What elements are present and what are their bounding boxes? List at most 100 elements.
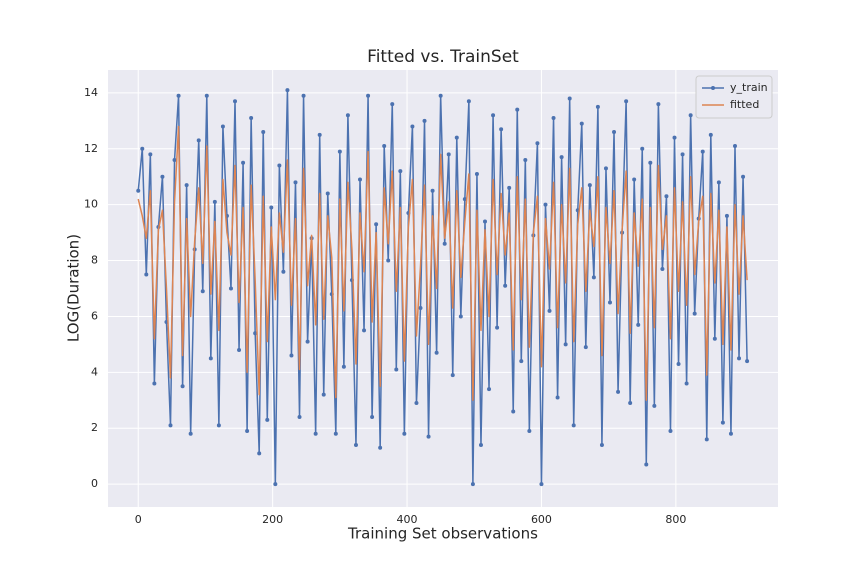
- y-tick-label: 4: [91, 365, 98, 378]
- data-point: [527, 429, 532, 433]
- data-point: [668, 429, 673, 433]
- data-point: [587, 183, 592, 188]
- data-point: [567, 96, 572, 101]
- data-point: [184, 183, 189, 188]
- y-tick-label: 6: [91, 309, 98, 322]
- data-point: [491, 113, 496, 118]
- data-point: [483, 219, 488, 224]
- data-point: [366, 93, 371, 98]
- data-point: [692, 311, 697, 316]
- data-point: [301, 93, 306, 98]
- x-tick-label: 0: [135, 513, 142, 526]
- data-point: [321, 392, 326, 397]
- data-point: [732, 144, 737, 148]
- y-tick-label: 0: [91, 477, 98, 490]
- data-point: [700, 149, 705, 154]
- data-point: [716, 180, 721, 185]
- data-point: [249, 116, 254, 121]
- data-point: [353, 442, 358, 447]
- data-point: [720, 420, 725, 425]
- data-point: [478, 442, 483, 447]
- data-point: [737, 356, 742, 361]
- data-point: [466, 99, 471, 104]
- series-group: [136, 88, 750, 487]
- data-point: [333, 431, 338, 436]
- y-tick-label: 14: [84, 86, 98, 99]
- legend-marker: [711, 86, 715, 90]
- data-point: [325, 191, 330, 196]
- series-line: [137, 89, 748, 485]
- data-point: [543, 202, 548, 207]
- data-point: [644, 462, 649, 467]
- data-point: [233, 99, 238, 104]
- x-tick-label: 400: [397, 513, 418, 526]
- data-point: [245, 429, 250, 433]
- data-point: [454, 135, 459, 140]
- legend-label: y_train: [730, 81, 768, 94]
- data-point: [273, 482, 278, 487]
- data-point: [563, 342, 568, 347]
- data-point: [632, 177, 637, 182]
- data-point: [136, 188, 141, 193]
- data-point: [507, 185, 512, 190]
- data-point: [515, 107, 520, 112]
- y-tick-label: 8: [91, 254, 98, 267]
- data-point: [591, 275, 596, 280]
- data-point: [539, 482, 544, 487]
- data-point: [434, 350, 439, 355]
- data-point: [616, 389, 621, 394]
- data-point: [660, 266, 665, 271]
- data-point: [216, 423, 221, 428]
- data-point: [289, 353, 294, 358]
- data-point: [394, 367, 399, 372]
- data-point: [442, 241, 447, 246]
- data-point: [607, 300, 612, 305]
- data-point: [664, 194, 669, 199]
- data-point: [745, 359, 750, 364]
- data-point: [430, 188, 435, 193]
- data-point: [684, 381, 689, 386]
- x-tick-label: 200: [262, 513, 283, 526]
- data-point: [708, 132, 713, 137]
- data-point: [148, 152, 153, 157]
- data-point: [220, 124, 225, 129]
- data-point: [341, 364, 346, 369]
- data-point: [204, 93, 209, 98]
- data-point: [152, 381, 157, 386]
- data-point: [180, 384, 185, 389]
- data-point: [337, 149, 342, 154]
- legend-box: [695, 75, 773, 119]
- data-point: [285, 88, 290, 93]
- data-point: [374, 222, 379, 227]
- y-tick-label: 2: [91, 421, 98, 434]
- data-point: [495, 325, 500, 330]
- data-point: [499, 127, 504, 132]
- data-point: [402, 431, 407, 436]
- data-point: [656, 102, 661, 107]
- data-point: [345, 113, 350, 118]
- data-point: [200, 289, 205, 294]
- data-point: [362, 328, 367, 333]
- data-point: [196, 138, 201, 143]
- data-point: [474, 171, 479, 176]
- data-point: [228, 286, 233, 291]
- data-point: [648, 160, 653, 165]
- data-point: [188, 431, 193, 436]
- data-point: [237, 347, 242, 352]
- data-point: [470, 482, 475, 487]
- data-point: [160, 174, 165, 179]
- data-point: [358, 177, 363, 182]
- data-point: [450, 373, 455, 378]
- data-point: [728, 431, 733, 436]
- data-point: [624, 99, 629, 104]
- data-point: [571, 423, 576, 428]
- data-point: [612, 130, 617, 135]
- data-point: [640, 146, 645, 151]
- data-point: [414, 401, 419, 406]
- data-point: [241, 160, 246, 165]
- data-point: [313, 431, 318, 436]
- data-point: [265, 417, 270, 422]
- data-point: [378, 445, 383, 450]
